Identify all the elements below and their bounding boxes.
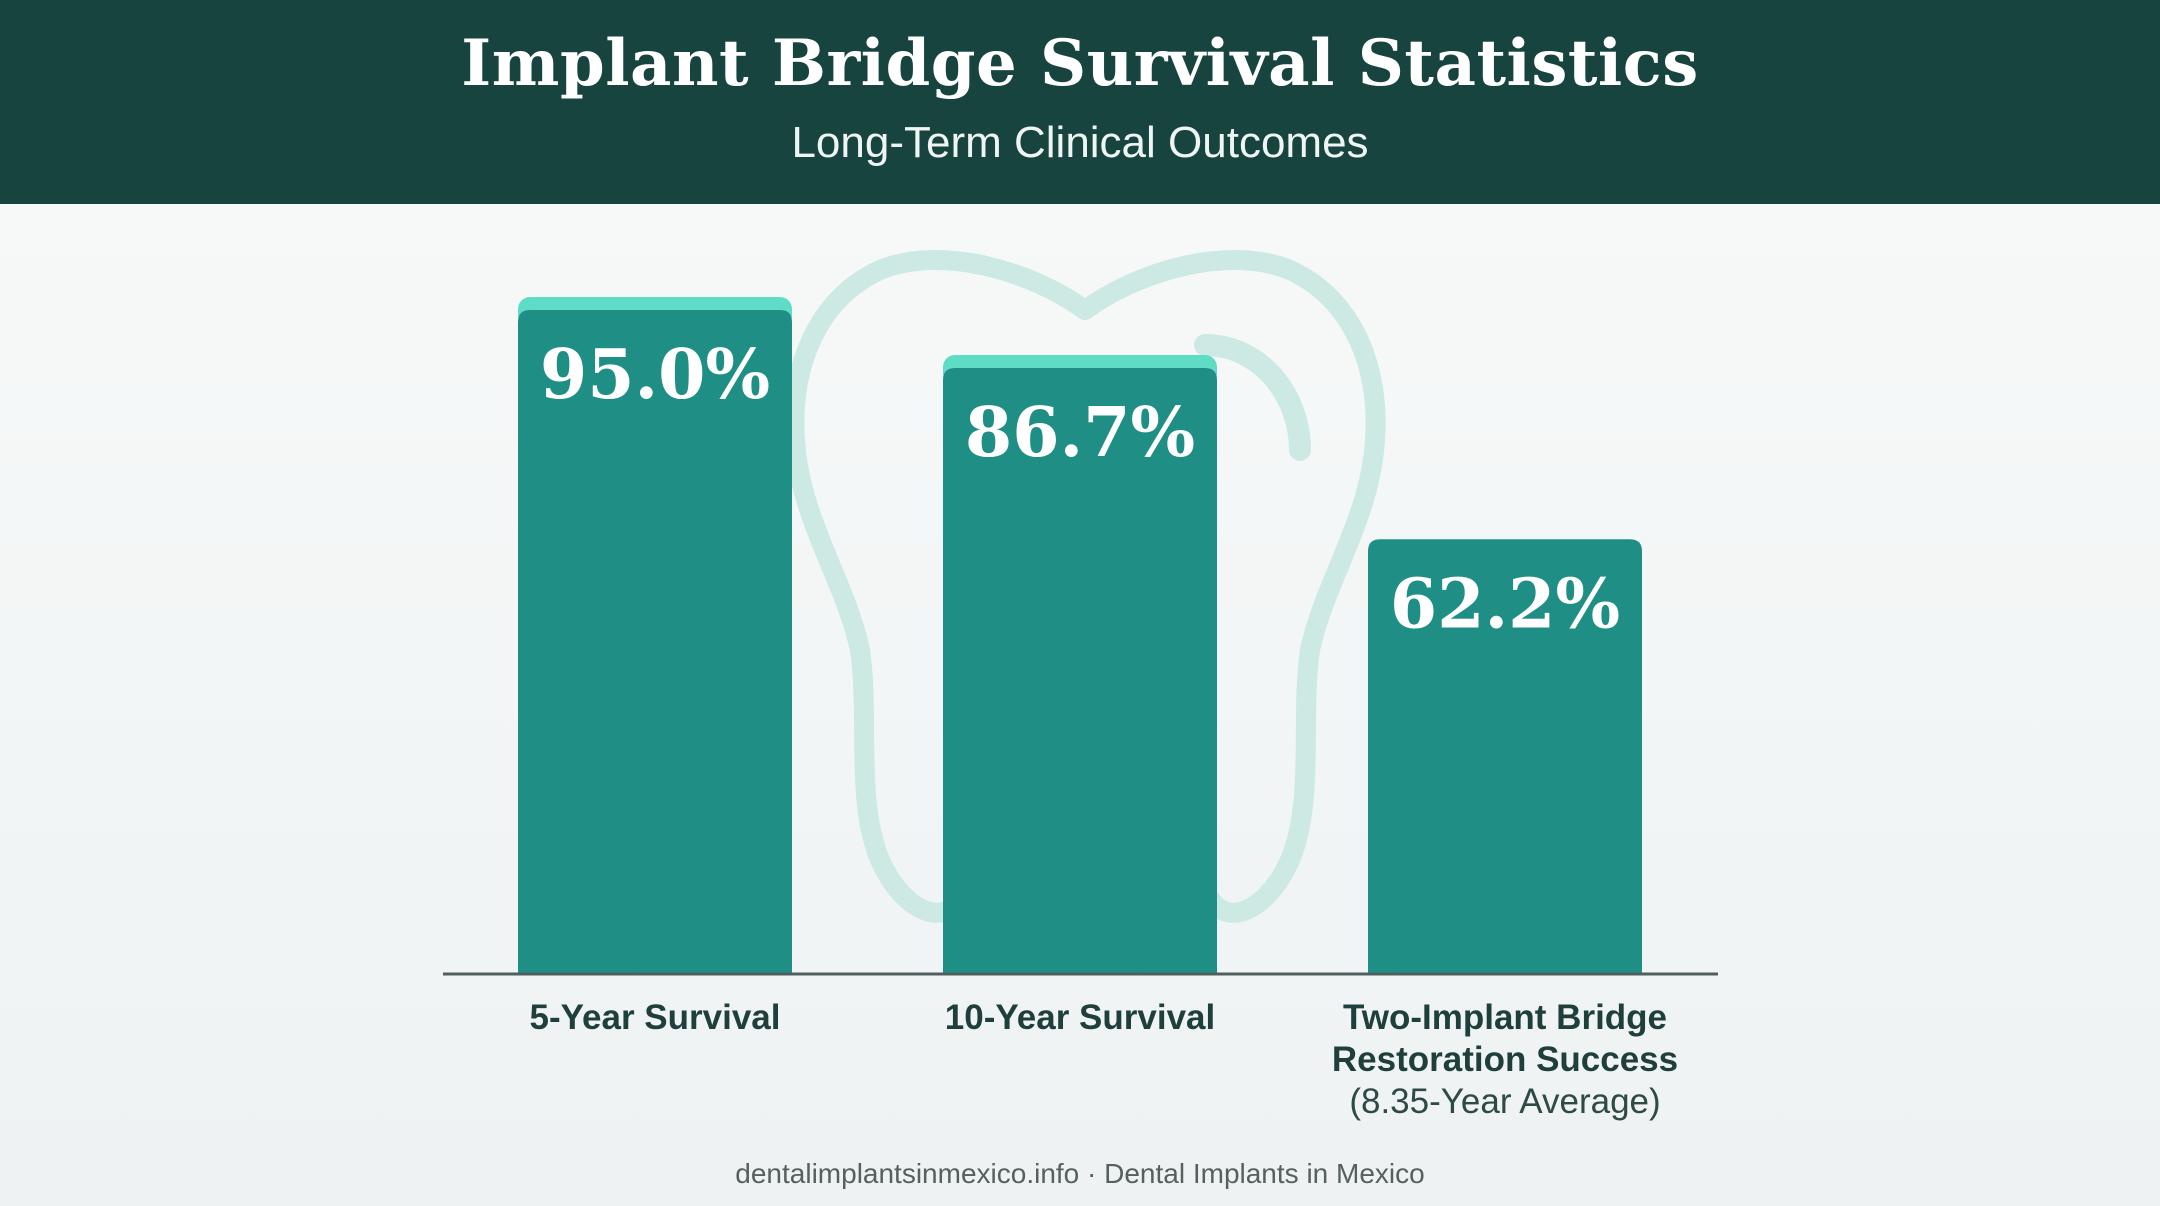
header-banner: Implant Bridge Survival Statistics Long-… — [0, 0, 2160, 204]
bar — [518, 310, 792, 974]
bar-value-label: 86.7% — [965, 393, 1195, 473]
source-footer: dentalimplantsinmexico.info · Dental Imp… — [735, 1158, 1425, 1189]
bar — [943, 368, 1217, 974]
chart-subtitle: Long-Term Clinical Outcomes — [791, 118, 1369, 167]
bars-group: 95.0% 86.7% 62.2% — [518, 297, 1642, 974]
category-label: Two-Implant Bridge — [1343, 998, 1667, 1037]
category-label: Restoration Success — [1332, 1040, 1678, 1079]
bar-value-label: 95.0% — [540, 335, 770, 415]
category-note: (8.35-Year Average) — [1349, 1082, 1660, 1121]
chart-title: Implant Bridge Survival Statistics — [461, 26, 1699, 101]
bar — [1368, 539, 1642, 974]
category-label: 10-Year Survival — [945, 998, 1215, 1037]
category-labels-group: 5-Year Survival 10-Year Survival Two-Impla… — [530, 998, 1679, 1121]
bar-value-label: 62.2% — [1390, 564, 1620, 644]
category-label: 5-Year Survival — [530, 998, 781, 1037]
